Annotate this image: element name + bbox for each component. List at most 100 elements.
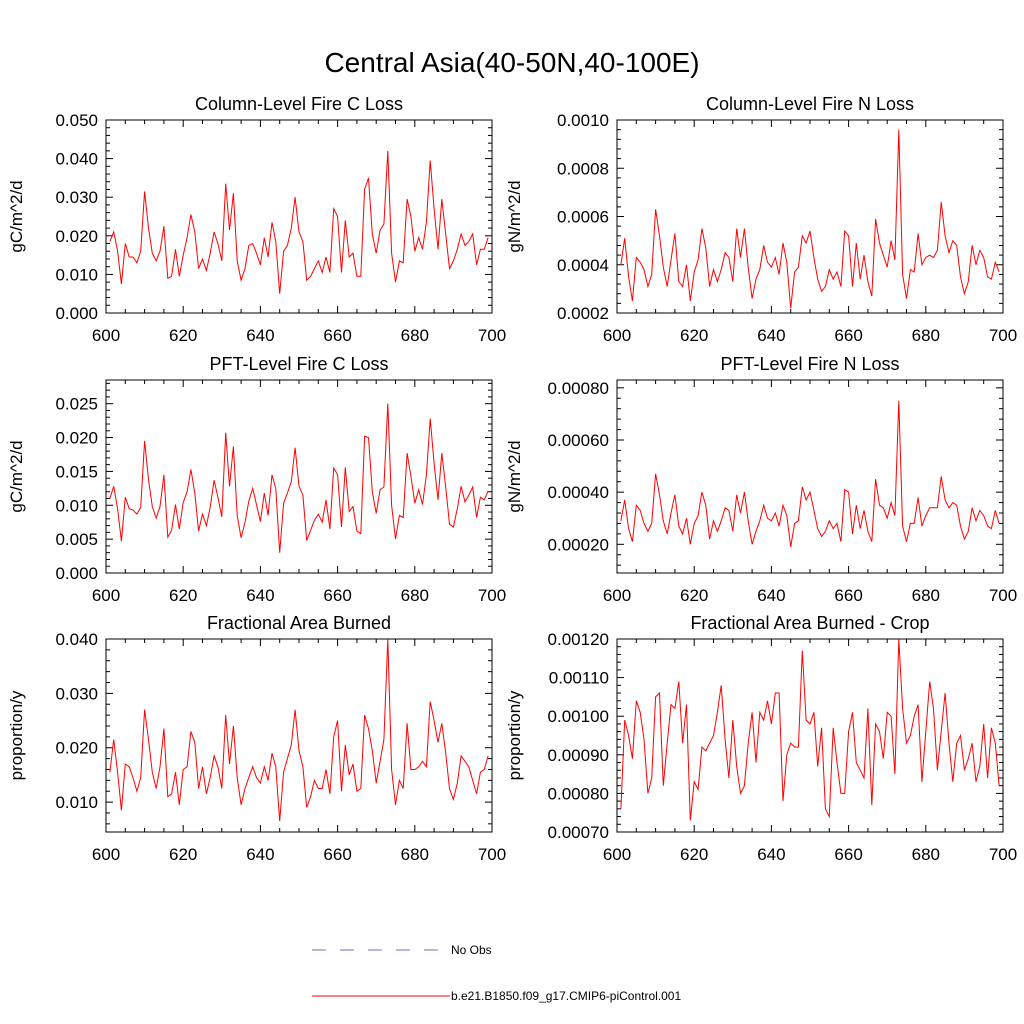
x-tick-label: 700: [478, 326, 506, 345]
panel-title: PFT-Level Fire C Loss: [209, 354, 388, 374]
y-tick-label: 0.0002: [557, 304, 609, 323]
panel-5: 600 620 640 660 680 700 0.010 0.020 0.030 0.040 Fr…: [7, 613, 506, 864]
panel-2: 600 620 640 660 680 700 0.0002 0.0004 0.0006 0.00…: [505, 94, 1017, 345]
x-tick-label: 680: [401, 845, 429, 864]
x-tick-label: 640: [757, 845, 785, 864]
y-axis-label: gN/m^2/d: [505, 180, 524, 252]
series-line-1: [620, 639, 1000, 821]
y-tick-label: 0.030: [55, 188, 98, 207]
x-tick-label: 640: [757, 586, 785, 605]
x-tick-label: 620: [680, 326, 708, 345]
y-tick-label: 0.0010: [557, 111, 609, 130]
y-tick-label: 0.040: [55, 630, 98, 649]
x-tick-label: 700: [989, 845, 1017, 864]
x-tick-label: 620: [169, 845, 197, 864]
y-tick-label: 0.00090: [548, 746, 609, 765]
figure-title: Central Asia(40-50N,40-100E): [324, 47, 699, 78]
y-tick-label: 0.00100: [548, 707, 609, 726]
series-line-1: [109, 639, 489, 822]
y-axis-label: proportion/y: [7, 690, 26, 780]
x-tick-label: 660: [834, 326, 862, 345]
y-tick-label: 0.00120: [548, 630, 609, 649]
panel-1: 600 620 640 660 680 700 0.000 0.010 0.020 0.030 0.…: [7, 94, 506, 345]
x-tick-label: 640: [246, 586, 274, 605]
x-tick-label: 600: [92, 326, 120, 345]
x-tick-label: 620: [169, 586, 197, 605]
y-tick-label: 0.0006: [557, 208, 609, 227]
x-tick-label: 680: [912, 586, 940, 605]
x-tick-label: 660: [323, 326, 351, 345]
y-tick-label: 0.00060: [548, 431, 609, 450]
x-tick-label: 660: [323, 586, 351, 605]
y-tick-label: 0.00080: [548, 784, 609, 803]
x-tick-label: 600: [603, 586, 631, 605]
y-tick-label: 0.015: [55, 462, 98, 481]
y-tick-label: 0.010: [55, 793, 98, 812]
plot-frame: [616, 638, 1004, 833]
y-tick-label: 0.010: [55, 265, 98, 284]
x-tick-label: 640: [246, 326, 274, 345]
x-tick-label: 680: [912, 326, 940, 345]
x-tick-label: 660: [834, 586, 862, 605]
y-tick-label: 0.0008: [557, 159, 609, 178]
x-tick-label: 700: [989, 326, 1017, 345]
legend-label-no-obs: No Obs: [451, 943, 492, 957]
y-axis-label: gN/m^2/d: [505, 440, 524, 512]
x-tick-label: 600: [92, 586, 120, 605]
panel-6: 600 620 640 660 680 700 0.00070 0.00080 0.00090 0…: [505, 613, 1017, 864]
series-line-1: [620, 129, 1000, 309]
y-axis-label: gC/m^2/d: [7, 180, 26, 252]
x-tick-label: 660: [834, 845, 862, 864]
x-tick-label: 660: [323, 845, 351, 864]
panel-title: Column-Level Fire N Loss: [706, 94, 914, 114]
y-tick-label: 0.020: [55, 739, 98, 758]
y-tick-label: 0.020: [55, 227, 98, 246]
x-tick-label: 620: [169, 326, 197, 345]
x-tick-label: 680: [401, 326, 429, 345]
panel-3: 600 620 640 660 680 700 0.000 0.005 0.010 0.015 0.…: [7, 354, 506, 605]
series-line-1: [109, 150, 489, 294]
legend: No Obs b.e21.B1850.f09_g17.CMIP6-piContr…: [312, 943, 681, 1003]
y-tick-label: 0.040: [55, 150, 98, 169]
legend-label-model: b.e21.B1850.f09_g17.CMIP6-piControl.001: [451, 989, 681, 1003]
y-tick-label: 0.000: [55, 304, 98, 323]
plot-frame: [616, 379, 1004, 574]
x-tick-label: 700: [478, 845, 506, 864]
y-tick-label: 0.00110: [549, 669, 609, 688]
series-line-1: [620, 400, 1000, 547]
x-tick-label: 640: [246, 845, 274, 864]
y-tick-label: 0.0004: [557, 256, 609, 275]
y-tick-label: 0.050: [55, 111, 98, 130]
y-tick-label: 0.025: [55, 395, 98, 414]
x-tick-label: 680: [401, 586, 429, 605]
x-tick-label: 600: [92, 845, 120, 864]
y-tick-label: 0.030: [55, 684, 98, 703]
panel-title: Fractional Area Burned - Crop: [690, 613, 929, 633]
y-tick-label: 0.00020: [548, 535, 609, 554]
x-tick-label: 680: [912, 845, 940, 864]
x-tick-label: 600: [603, 326, 631, 345]
y-axis-label: gC/m^2/d: [7, 440, 26, 512]
y-tick-label: 0.010: [55, 496, 98, 515]
panel-title: Column-Level Fire C Loss: [195, 94, 403, 114]
x-tick-label: 600: [603, 845, 631, 864]
chart-panels: 600 620 640 660 680 700 0.000 0.010 0.020 0.030 0.…: [7, 94, 1017, 864]
plot-frame: [105, 119, 493, 314]
x-tick-label: 700: [478, 586, 506, 605]
x-tick-label: 700: [989, 586, 1017, 605]
x-tick-label: 620: [680, 586, 708, 605]
panel-title: PFT-Level Fire N Loss: [720, 354, 899, 374]
y-tick-label: 0.00080: [548, 379, 609, 398]
x-tick-label: 620: [680, 845, 708, 864]
y-tick-label: 0.005: [55, 530, 98, 549]
panel-4: 600 620 640 660 680 700 0.00020 0.00040 0.00060 0…: [505, 354, 1017, 605]
series-line-1: [109, 403, 489, 553]
panel-title: Fractional Area Burned: [207, 613, 391, 633]
y-tick-label: 0.00040: [548, 483, 609, 502]
y-tick-label: 0.020: [55, 429, 98, 448]
y-axis-label: proportion/y: [505, 690, 524, 780]
plot-frame: [616, 119, 1004, 314]
y-tick-label: 0.00070: [548, 823, 609, 842]
y-tick-label: 0.000: [55, 564, 98, 583]
